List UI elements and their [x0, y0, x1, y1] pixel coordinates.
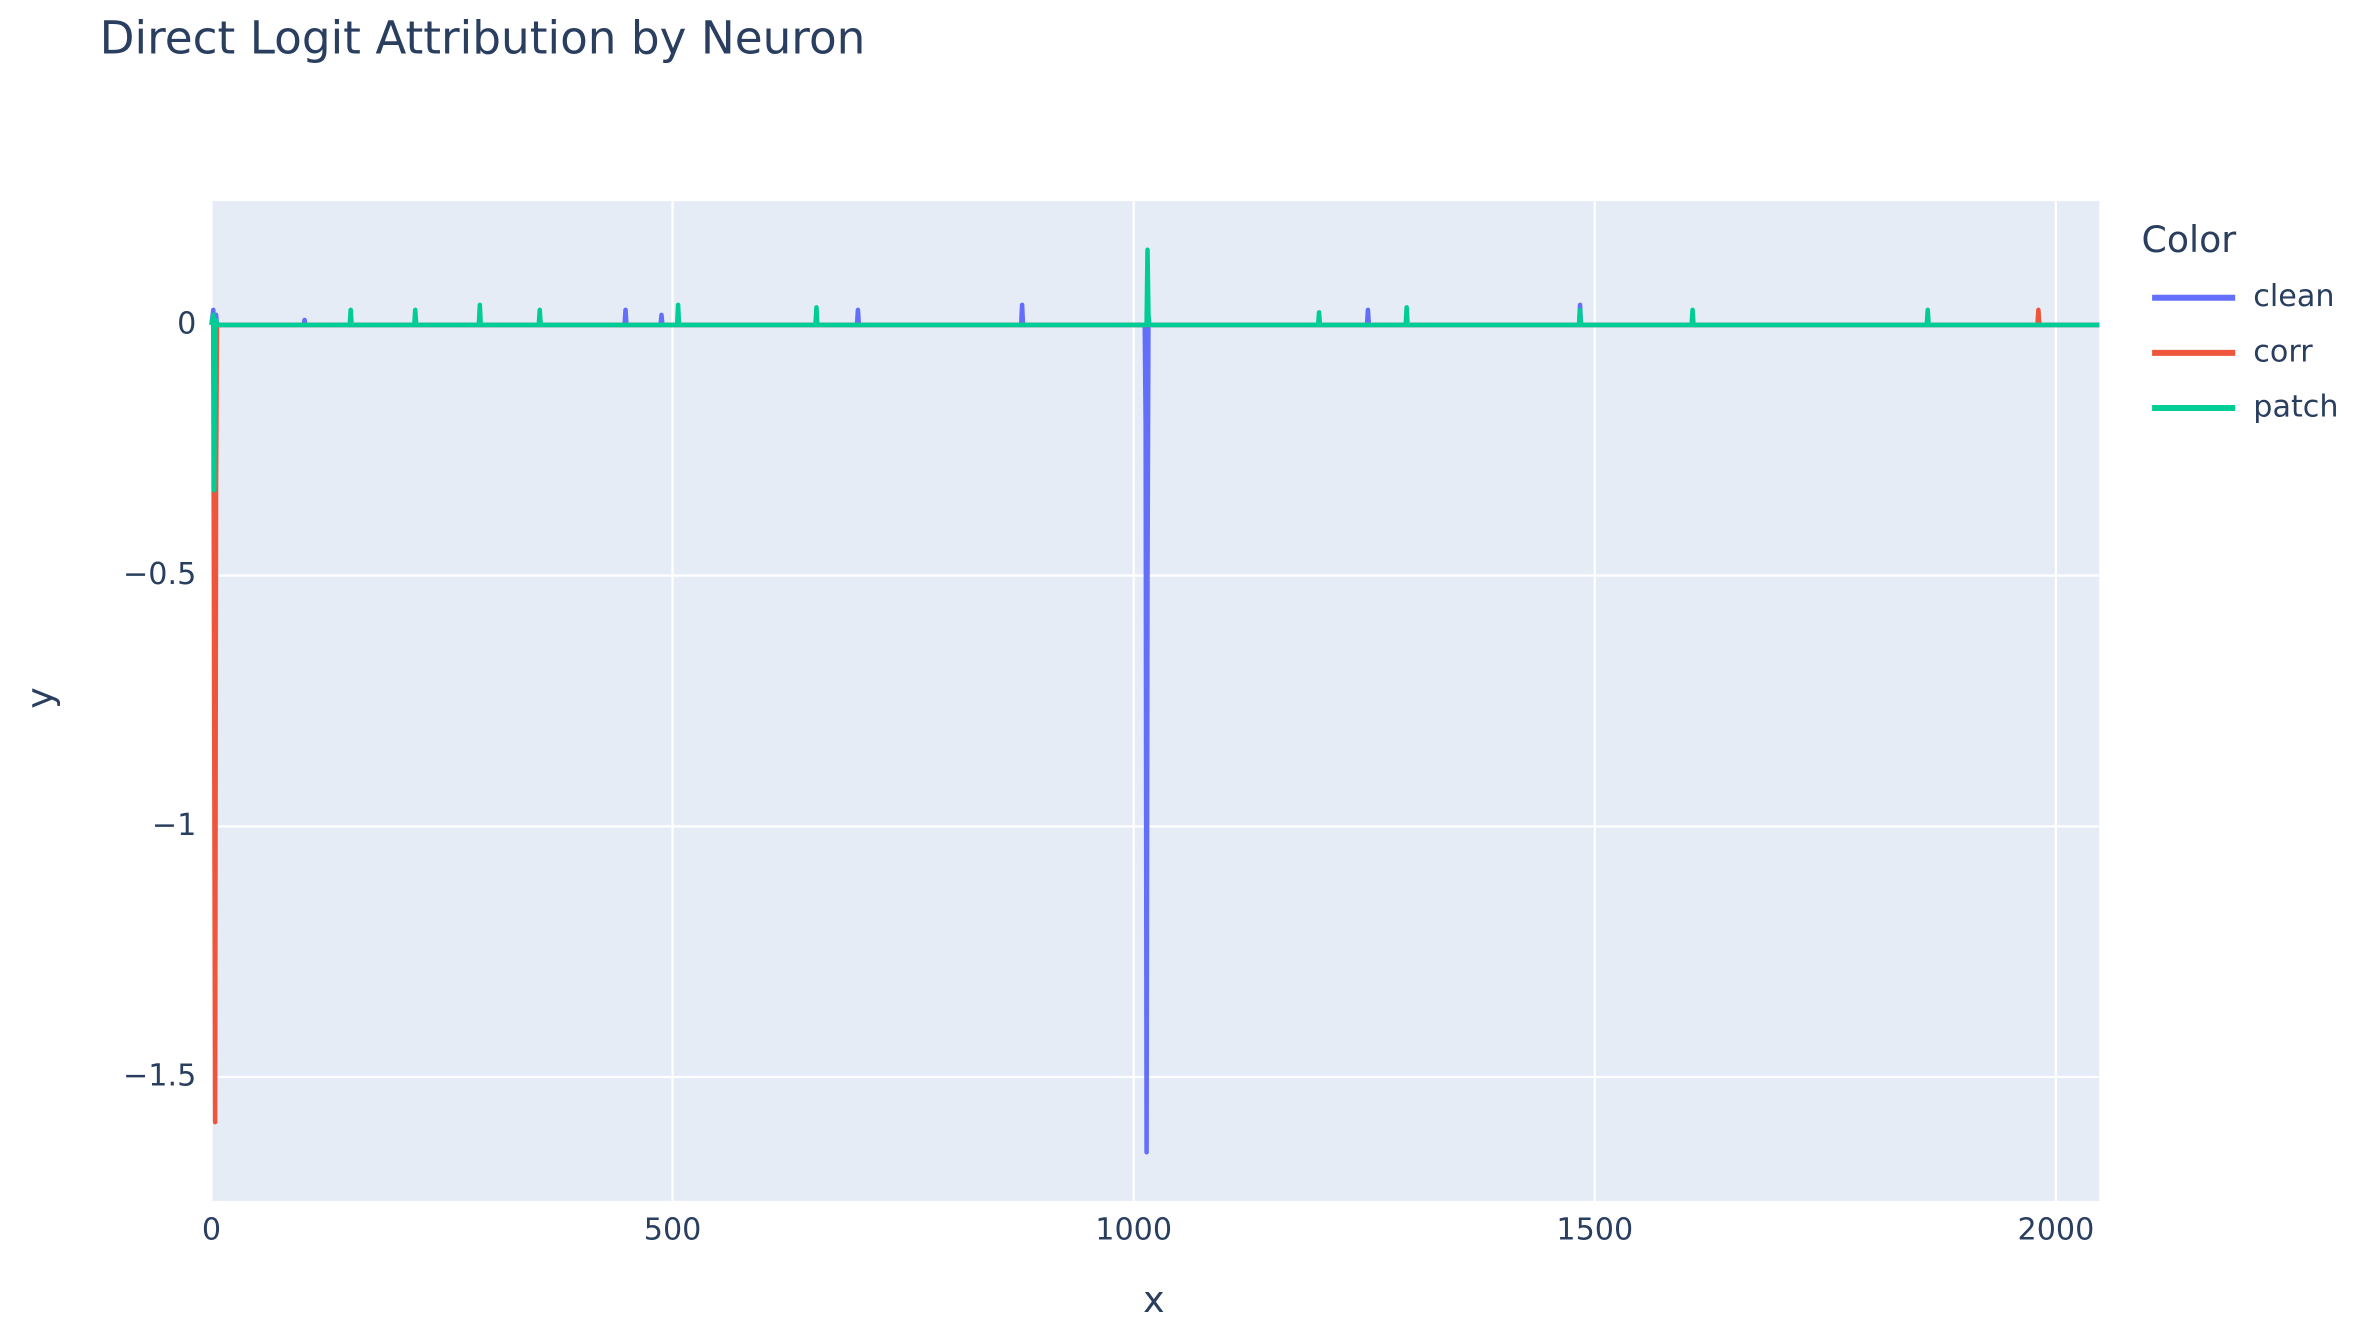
x-axis-label: x [1143, 1278, 1164, 1321]
x-tick-label: 1500 [1556, 1213, 1633, 1248]
chart-title: Direct Logit Attribution by Neuron [100, 11, 866, 64]
y-tick-label: −1 [152, 808, 197, 843]
x-tick-label: 1000 [1095, 1213, 1172, 1248]
y-tick-label: −0.5 [123, 557, 196, 592]
legend-title: Color [2142, 218, 2237, 261]
y-tick-label: 0 [177, 306, 196, 341]
series-line [209, 247, 2100, 493]
y-tick-label: −1.5 [123, 1059, 196, 1094]
y-axis-label: y [18, 687, 61, 708]
legend-label: clean [2253, 279, 2334, 314]
legend-label: patch [2253, 389, 2338, 424]
x-tick-label: 500 [644, 1213, 702, 1248]
plot-area [211, 201, 2100, 1201]
legend-label: corr [2253, 334, 2313, 369]
x-tick-label: 0 [202, 1213, 221, 1248]
x-tick-label: 2000 [2017, 1213, 2094, 1248]
